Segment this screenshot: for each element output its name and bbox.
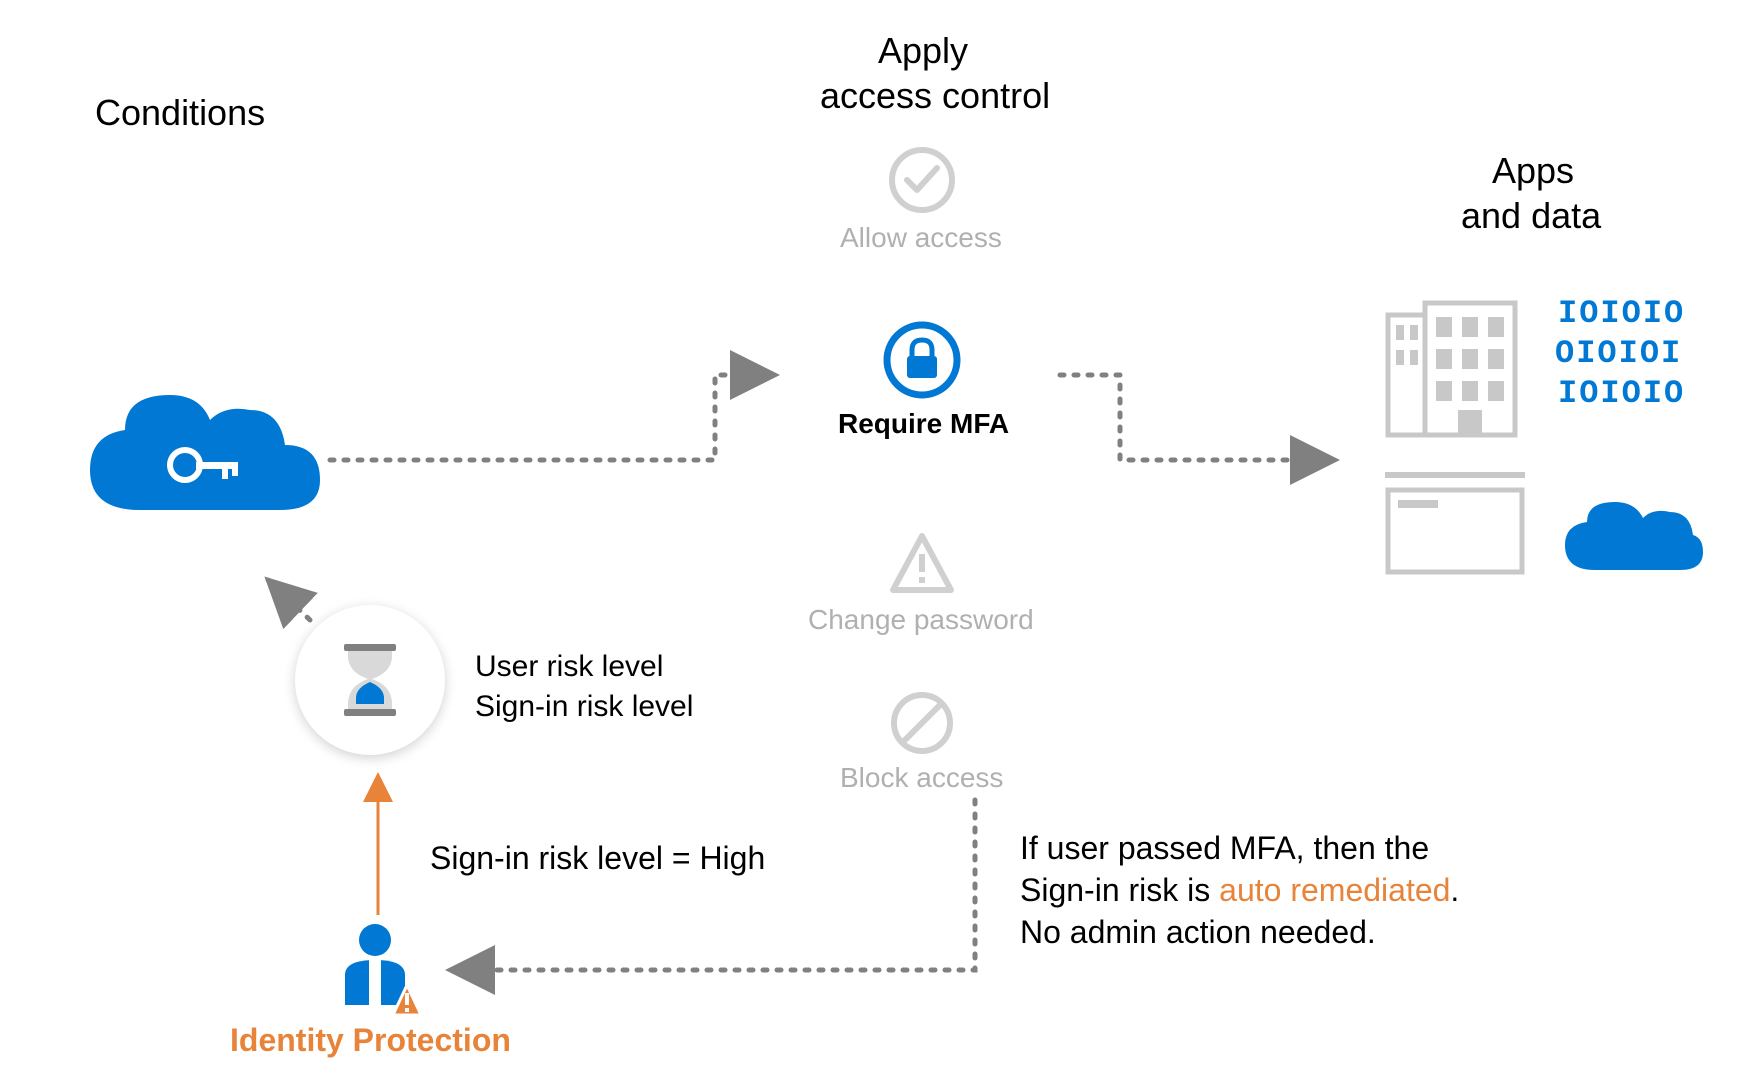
arrows-overlay bbox=[0, 0, 1752, 1074]
